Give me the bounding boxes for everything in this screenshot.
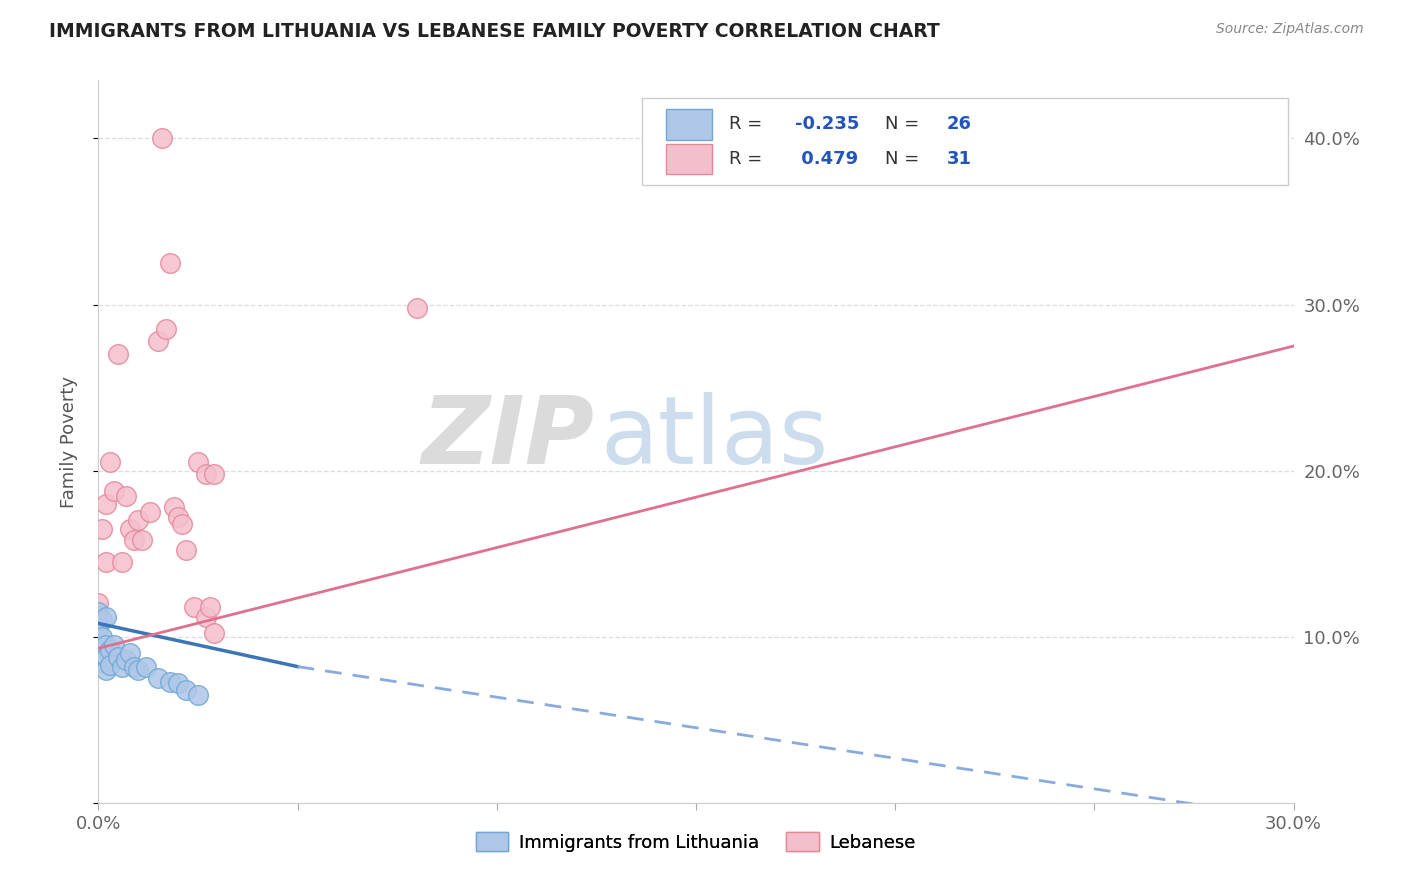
Text: 26: 26	[948, 115, 972, 133]
Point	[127, 513, 149, 527]
Point	[87, 609, 110, 624]
FancyBboxPatch shape	[643, 98, 1288, 185]
Point	[98, 455, 122, 469]
Point	[167, 676, 190, 690]
Point	[111, 555, 134, 569]
Point	[98, 643, 122, 657]
Point	[96, 555, 118, 569]
Point	[96, 609, 118, 624]
Point	[174, 543, 197, 558]
Point	[96, 663, 118, 677]
Point	[195, 467, 218, 481]
Point	[98, 657, 122, 672]
Point	[139, 505, 162, 519]
Point	[159, 674, 181, 689]
Point	[167, 510, 190, 524]
Legend: Immigrants from Lithuania, Lebanese: Immigrants from Lithuania, Lebanese	[468, 825, 924, 859]
Text: Source: ZipAtlas.com: Source: ZipAtlas.com	[1216, 22, 1364, 37]
Point	[87, 597, 110, 611]
Point	[187, 688, 209, 702]
Point	[195, 609, 218, 624]
Point	[187, 455, 209, 469]
Text: 0.479: 0.479	[796, 150, 858, 168]
Point	[91, 613, 114, 627]
Point	[148, 334, 170, 348]
Point	[107, 347, 129, 361]
Text: IMMIGRANTS FROM LITHUANIA VS LEBANESE FAMILY POVERTY CORRELATION CHART: IMMIGRANTS FROM LITHUANIA VS LEBANESE FA…	[49, 22, 941, 41]
Point	[96, 497, 118, 511]
Point	[127, 663, 149, 677]
Point	[96, 649, 118, 664]
Text: 31: 31	[948, 150, 972, 168]
Point	[135, 659, 157, 673]
Point	[87, 646, 110, 660]
Point	[87, 621, 110, 635]
Point	[159, 256, 181, 270]
Y-axis label: Family Poverty: Family Poverty	[59, 376, 77, 508]
Point	[96, 638, 118, 652]
Text: ZIP: ZIP	[422, 392, 595, 484]
Point	[124, 659, 146, 673]
Text: R =: R =	[730, 150, 769, 168]
Point	[87, 638, 110, 652]
Point	[107, 649, 129, 664]
Point	[150, 131, 173, 145]
Point	[172, 516, 194, 531]
Text: -0.235: -0.235	[796, 115, 859, 133]
Text: R =: R =	[730, 115, 769, 133]
Point	[183, 599, 205, 614]
Point	[103, 483, 125, 498]
FancyBboxPatch shape	[666, 109, 711, 139]
Point	[148, 671, 170, 685]
Point	[406, 301, 429, 315]
Point	[87, 605, 110, 619]
Point	[91, 655, 114, 669]
Point	[202, 626, 225, 640]
Point	[115, 653, 138, 667]
Text: atlas: atlas	[600, 392, 828, 484]
Point	[103, 638, 125, 652]
Point	[120, 522, 142, 536]
Point	[115, 489, 138, 503]
Point	[120, 646, 142, 660]
Point	[163, 500, 186, 515]
Point	[131, 533, 153, 548]
Text: N =: N =	[884, 115, 925, 133]
Point	[198, 599, 221, 614]
Point	[91, 630, 114, 644]
Point	[155, 322, 177, 336]
FancyBboxPatch shape	[666, 144, 711, 174]
Text: N =: N =	[884, 150, 925, 168]
Point	[111, 659, 134, 673]
Point	[91, 522, 114, 536]
Point	[202, 467, 225, 481]
Point	[124, 533, 146, 548]
Point	[174, 682, 197, 697]
